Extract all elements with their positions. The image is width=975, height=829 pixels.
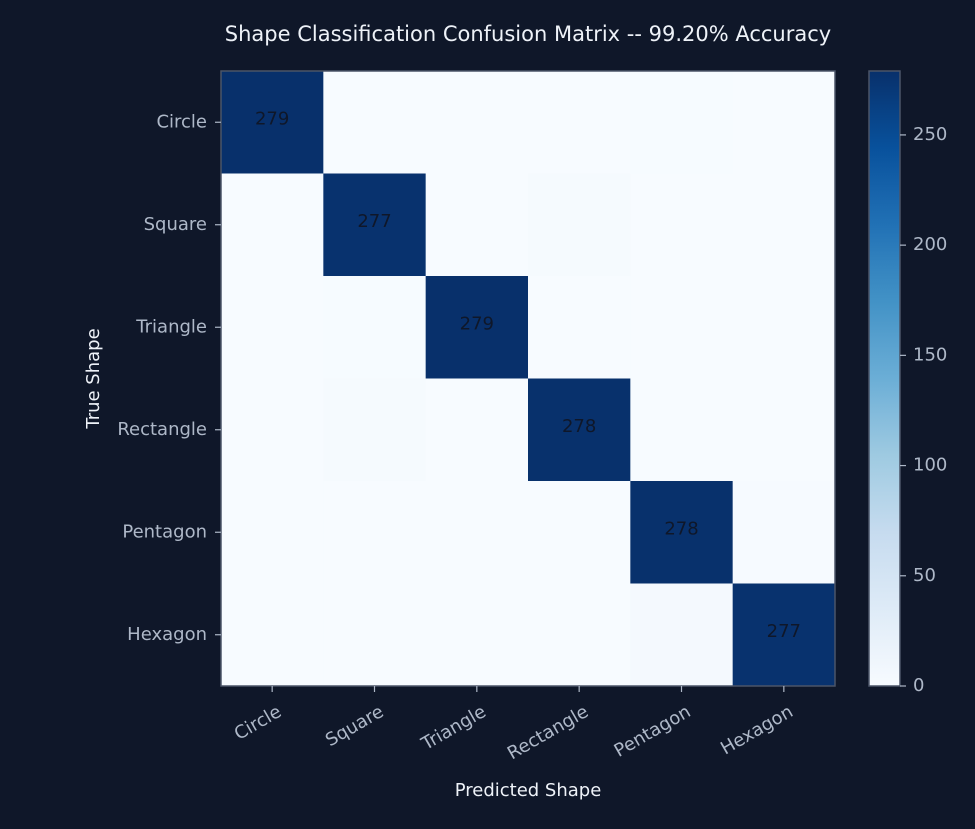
heatmap-cell xyxy=(425,173,529,277)
heatmap-cell xyxy=(425,583,529,687)
cell-value-label: 277 xyxy=(357,211,391,232)
heatmap-cell xyxy=(630,276,734,379)
x-tick-label: Hexagon xyxy=(717,701,797,759)
heatmap-cell xyxy=(221,173,324,277)
heatmap-cell xyxy=(630,378,734,482)
x-tick-label: Circle xyxy=(231,701,285,744)
heatmap-cell xyxy=(323,583,427,687)
colorbar-tick-label: 0 xyxy=(913,675,924,696)
heatmap-cell xyxy=(732,481,836,584)
y-tick-label: Circle xyxy=(156,111,207,132)
heatmap-cell xyxy=(323,173,427,277)
y-axis-ticks: Circle Square Triangle Rectangle Pentagon Hex… xyxy=(117,111,221,645)
heatmap-cell xyxy=(732,378,836,482)
heatmap-cell xyxy=(221,583,324,687)
cell-value-label: 279 xyxy=(255,108,289,129)
heatmap-cell xyxy=(323,276,427,379)
x-tick-label: Square xyxy=(322,701,387,751)
colorbar-tick-label: 250 xyxy=(913,124,947,145)
heatmap-cell xyxy=(732,276,836,379)
chart-title: Shape Classification Confusion Matrix --… xyxy=(225,22,831,46)
y-tick-label: Square xyxy=(144,214,207,235)
x-axis-label: Predicted Shape xyxy=(455,780,602,801)
heatmap-cell-labels: 279 277 279 278 278 277 xyxy=(255,108,801,642)
cell-value-label: 278 xyxy=(664,518,698,539)
y-axis-label: True Shape xyxy=(83,328,104,429)
heatmap-cell xyxy=(630,71,734,174)
cell-value-label: 278 xyxy=(562,416,596,437)
colorbar-tick-label: 50 xyxy=(913,565,936,586)
x-tick-label: Pentagon xyxy=(611,701,695,762)
heatmap-cell xyxy=(221,481,324,584)
plot-frame xyxy=(220,70,836,687)
heatmap-cell xyxy=(221,276,324,379)
heatmap-cell xyxy=(528,276,631,379)
cell-value-label: 277 xyxy=(767,621,801,642)
y-tick-label: Pentagon xyxy=(122,521,207,542)
heatmap-cell xyxy=(528,173,631,277)
heatmap-cells xyxy=(221,71,836,687)
heatmap-cell xyxy=(221,378,324,482)
heatmap-cell xyxy=(425,71,529,174)
heatmap-cell xyxy=(323,71,427,174)
heatmap-cell xyxy=(630,583,734,687)
heatmap-cell xyxy=(528,583,631,687)
heatmap-cell xyxy=(221,71,324,174)
heatmap-cell xyxy=(528,71,631,174)
cell-value-label: 279 xyxy=(460,313,494,334)
heatmap-cell xyxy=(732,173,836,277)
heatmap-cell xyxy=(630,173,734,277)
y-tick-label: Triangle xyxy=(135,316,207,337)
heatmap-cell xyxy=(323,378,427,482)
y-tick-label: Rectangle xyxy=(117,419,207,440)
x-tick-label: Rectangle xyxy=(504,701,592,764)
heatmap-cell xyxy=(425,481,529,584)
colorbar xyxy=(868,70,901,687)
heatmap-cell xyxy=(323,481,427,584)
colorbar-tick-label: 100 xyxy=(913,455,947,476)
x-axis-ticks: Circle Square Triangle Rectangle Pentagon Hex… xyxy=(231,686,797,764)
colorbar-tick-label: 200 xyxy=(913,234,947,255)
heatmap-cell xyxy=(425,276,529,379)
x-tick-label: Triangle xyxy=(417,701,490,755)
y-tick-label: Hexagon xyxy=(127,624,207,645)
heatmap-cell xyxy=(732,583,836,687)
colorbar-tick-label: 150 xyxy=(913,344,947,365)
colorbar-ticks: 0 50 100 150 200 250 xyxy=(900,124,947,696)
heatmap-cell xyxy=(528,378,631,482)
heatmap-cell xyxy=(732,71,836,174)
heatmap-cell xyxy=(528,481,631,584)
heatmap-cell xyxy=(630,481,734,584)
heatmap-cell xyxy=(425,378,529,482)
